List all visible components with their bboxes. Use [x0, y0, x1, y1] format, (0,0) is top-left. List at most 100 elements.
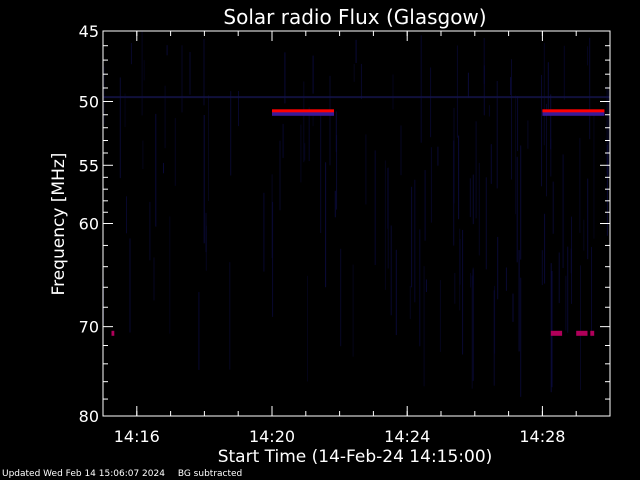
y-tick-label-55: 55 — [79, 156, 99, 175]
noise-streak — [365, 134, 367, 205]
feature-band-4 — [576, 330, 588, 336]
noise-streak — [279, 140, 281, 211]
noise-streak — [459, 239, 461, 285]
noise-streak — [478, 162, 480, 256]
feature-band-3 — [550, 330, 563, 336]
noise-streak — [541, 74, 542, 187]
noise-streak — [352, 264, 354, 357]
x-axis-label: Start Time (14-Feb-24 14:15:00) — [218, 447, 493, 467]
feature-band-5 — [590, 330, 595, 336]
y-tick-label-70: 70 — [79, 318, 99, 337]
noise-streak — [340, 248, 342, 347]
noise-streak — [471, 275, 473, 389]
noise-streak — [174, 118, 176, 186]
feature-halo-0 — [272, 109, 334, 116]
y-tick-label-60: 60 — [79, 215, 99, 234]
noise-streak — [546, 103, 547, 197]
noise-streak — [454, 273, 456, 304]
bg-subtracted-note: BG subtracted — [177, 469, 243, 479]
feature-band-0 — [272, 109, 334, 113]
noise-streak — [565, 275, 567, 331]
noise-streak — [419, 229, 421, 347]
noise-streak — [583, 219, 585, 251]
noise-streak — [238, 91, 239, 127]
noise-streak — [229, 262, 231, 370]
noise-streak — [143, 60, 145, 81]
background-noise — [103, 31, 610, 397]
axes: 45 50 55 60 70 80 14:16 14:20 14:24 14:28 — [79, 22, 611, 446]
noise-streak — [169, 216, 171, 334]
noise-streak — [518, 250, 520, 352]
noise-streak — [129, 238, 131, 333]
feature-halo-1 — [542, 109, 605, 116]
noise-streak — [543, 43, 545, 146]
noise-streak — [437, 146, 439, 166]
feature-band-1 — [542, 109, 605, 113]
noise-streak — [411, 186, 413, 288]
y-tick-label-50: 50 — [79, 93, 99, 112]
noise-streak — [510, 77, 511, 95]
noise-streak — [303, 81, 305, 163]
y-axis-label: Frequency [MHz] — [49, 153, 69, 296]
y-tick-label-80: 80 — [79, 407, 99, 426]
noise-streak — [527, 120, 529, 149]
noise-streak — [579, 137, 581, 233]
noise-streak — [284, 52, 286, 104]
noise-streak — [360, 63, 362, 100]
noise-streak — [593, 109, 595, 239]
noise-streak — [420, 35, 422, 143]
noise-streak — [606, 86, 608, 174]
x-tick-label-14:24: 14:24 — [384, 427, 430, 446]
noise-streak — [439, 280, 441, 352]
noise-streak — [490, 144, 492, 184]
noise-streak — [263, 192, 265, 272]
noise-streak — [467, 72, 469, 98]
noise-streak — [580, 265, 581, 391]
noise-streak — [547, 62, 549, 110]
noise-streak — [589, 37, 591, 140]
noise-streak — [483, 65, 485, 116]
noise-streak — [497, 236, 499, 300]
noise-streak — [550, 263, 552, 393]
noise-streak — [142, 140, 144, 169]
noise-streak — [208, 95, 209, 201]
noise-streak — [496, 81, 498, 189]
footer: Updated Wed Feb 14 15:06:07 2024 BG subt… — [2, 469, 252, 479]
x-tick-label-14:16: 14:16 — [114, 427, 160, 446]
noise-streak — [587, 46, 589, 66]
noise-streak — [517, 96, 519, 152]
noise-streak — [400, 125, 402, 176]
noise-streak — [353, 63, 355, 82]
noise-streak — [130, 43, 132, 65]
x-tick-label-14:28: 14:28 — [519, 427, 565, 446]
noise-streak — [103, 66, 105, 125]
noise-streak — [423, 266, 425, 387]
noise-streak — [552, 181, 554, 234]
noise-streak — [563, 45, 565, 100]
noise-streak — [472, 174, 474, 225]
noise-streak — [485, 177, 487, 270]
noise-streak — [308, 107, 310, 162]
feature-band-2 — [111, 330, 115, 336]
noise-streak — [483, 38, 485, 84]
noise-streak — [300, 124, 302, 183]
noise-streak — [203, 115, 205, 244]
noise-streak — [512, 293, 514, 322]
noise-streak — [181, 45, 183, 113]
noise-streak — [374, 150, 376, 265]
noise-streak — [505, 267, 507, 291]
noise-streak — [544, 213, 546, 284]
noise-streak — [424, 170, 426, 241]
noise-streak — [304, 143, 306, 161]
noise-streak — [453, 107, 455, 204]
updated-timestamp: Updated Wed Feb 14 15:06:07 2024 — [2, 469, 165, 479]
noise-streak — [488, 105, 490, 117]
noise-streak — [126, 196, 127, 234]
noise-streak — [392, 74, 394, 110]
noise-streak — [334, 190, 336, 218]
noise-streak — [550, 94, 552, 150]
noise-streak — [355, 39, 357, 63]
noise-streak — [606, 144, 608, 236]
noise-streak — [124, 93, 126, 127]
noise-streak — [163, 162, 164, 174]
